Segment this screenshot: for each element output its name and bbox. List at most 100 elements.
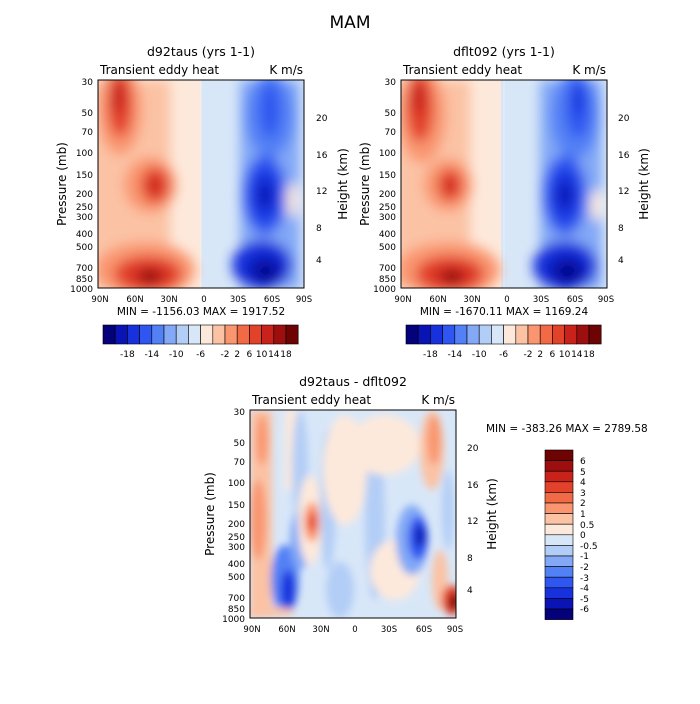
y-tick: 500 [228,573,245,583]
panel-difference: d92taus - dflt092 Transient eddy heat K … [203,374,648,635]
min-max-stats: MIN = -383.26 MAX = 2789.58 [486,423,648,435]
y-tick: 30 [385,78,397,88]
y-tick: 50 [234,439,246,449]
height-tick: 8 [618,224,624,234]
colorbar-swatch [114,324,128,345]
y-ticks-left: 30 50 70 100 150 200 250 300 400 500 700… [222,408,245,625]
y-tick: 700 [76,264,93,274]
y-ticks-right: 20 16 12 8 4 [467,444,479,596]
colorbar-label: 0 [580,531,586,541]
x-tick: 0 [504,295,509,305]
height-tick: 16 [316,151,328,161]
colorbar-label: 6 [580,457,586,467]
height-tick: 20 [618,114,630,124]
y-tick: 850 [228,605,245,615]
colorbar-swatch [544,566,574,578]
colorbar-label: -2 [580,563,589,573]
y-tick: 50 [82,109,94,119]
colorbar-swatch [151,324,165,345]
x-tick: 30N [160,295,177,305]
height-tick: 20 [316,114,328,124]
y-tick: 400 [76,230,93,240]
colorbar-label: 2 [234,350,240,360]
y-tick: 500 [76,243,93,253]
colorbar-swatch [544,608,574,620]
colorbar-swatch [544,502,574,514]
x-tick: 60N [278,625,295,635]
x-tick: 90S [598,295,614,305]
y-axis-label-right: Height (km) [637,148,651,219]
min-max-stats: MIN = -1156.03 MAX = 1917.52 [117,306,285,318]
colorbar-swatch [527,324,541,345]
colorbar-swatch [188,324,201,345]
y-tick: 70 [82,128,94,138]
colorbar-swatch [200,324,214,345]
colorbar-swatch [261,324,275,345]
y-tick: 250 [379,203,396,213]
y-tick: 700 [379,264,396,274]
height-tick: 12 [467,517,478,527]
height-tick: 12 [618,187,629,197]
y-axis-label-right: Height (km) [485,478,499,549]
x-ticks: 90N 60N 30N 0 30S 60S 90S [243,625,463,635]
colorbar-swatch [249,324,262,345]
panel-left-label: Transient eddy heat [99,63,219,77]
y-tick: 150 [76,171,93,181]
colorbar-label: -18 [423,350,438,360]
colorbar-swatch [273,324,287,345]
colorbar-swatch [405,324,419,345]
y-ticks-right: 20 16 12 8 4 [316,114,328,266]
x-ticks: 90N 60N 30N 0 30S 60S 90S [91,295,312,305]
x-tick: 30S [533,295,549,305]
colorbar-swatch [491,324,504,345]
colorbar-label: 1 [580,510,586,520]
x-tick: 30S [381,625,397,635]
colorbar-swatch [102,324,116,345]
y-tick: 30 [234,408,246,418]
colorbar-swatch [454,324,468,345]
x-ticks: 90N 60N 30N 0 30S 60S 90S [394,295,614,305]
colorbar: -18 -14 -10 -6 -2 2 6 10 14 18 [405,324,602,360]
y-tick: 200 [228,520,245,530]
colorbar-swatch [503,324,517,345]
colorbar-swatch [163,324,177,345]
y-tick: 100 [76,149,93,159]
colorbar-label: -1 [580,552,589,562]
panel-right-label: K m/s [572,63,606,77]
y-tick: 150 [228,501,245,511]
y-ticks-left: 30 50 70 100 150 200 250 300 400 500 700… [373,78,396,295]
x-tick: 60N [429,295,446,305]
panel-dflt092: dflt092 (yrs 1-1) Transient eddy heat K … [358,44,651,360]
height-tick: 16 [467,481,479,491]
x-tick: 60S [264,295,280,305]
y-tick: 100 [379,149,396,159]
height-tick: 20 [467,444,479,454]
height-tick: 12 [316,187,327,197]
y-axis-label: Pressure (mb) [55,142,69,226]
colorbar-label: 14 [571,350,583,360]
panel-left-label: Transient eddy heat [251,393,371,407]
panel-title: d92taus (yrs 1-1) [147,44,255,59]
colorbar-swatch [127,324,140,345]
y-tick: 1000 [70,285,93,295]
y-tick: 200 [379,190,396,200]
colorbar: -18 -14 -10 -6 -2 2 6 10 14 18 [102,324,299,360]
y-ticks-left: 30 50 70 100 150 200 250 300 400 500 700… [70,78,93,295]
y-tick: 700 [228,594,245,604]
colorbar-swatch [442,324,456,345]
colorbar-swatch [544,513,574,525]
colorbar-label: -6 [196,350,205,360]
colorbar-label: -4 [580,584,589,594]
colorbar-swatch [576,324,590,345]
y-tick: 1000 [373,285,396,295]
colorbar-label: -3 [580,574,589,584]
panel-title: dflt092 (yrs 1-1) [453,44,555,59]
y-tick: 30 [82,78,94,88]
colorbar-swatch [139,324,153,345]
colorbar-swatch [544,545,574,557]
colorbar-swatch [544,460,574,472]
colorbar-label: 2 [537,350,543,360]
colorbar-label: 6 [550,350,556,360]
colorbar-label: -6 [499,350,508,360]
